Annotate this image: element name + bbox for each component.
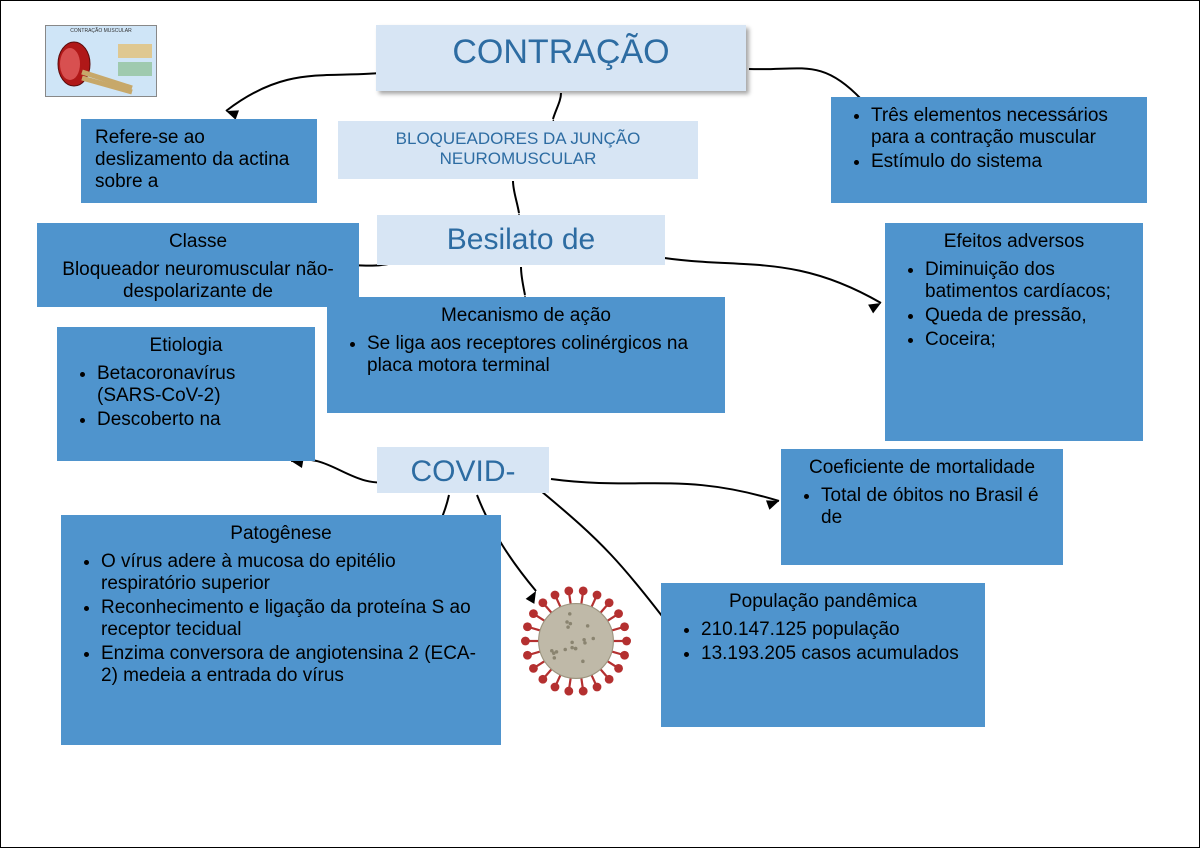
node-tres-item-0: Três elementos necessários para a contra… [871, 105, 1133, 149]
node-classe: Classe Bloqueador neuromuscular não-despo… [37, 223, 359, 307]
node-covid: COVID- [377, 447, 549, 493]
node-refere: Refere-se ao deslizamento da actina sobr… [81, 119, 317, 203]
node-besilato-title: Besilato de [391, 223, 651, 257]
node-etiologia: Etiologia Betacoronavírus (SARS-CoV-2)Des… [57, 327, 315, 461]
node-mecanismo: Mecanismo de ação Se liga aos receptores … [327, 297, 725, 413]
node-efeitos-item-1: Queda de pressão, [925, 305, 1129, 327]
edge-2 [749, 68, 861, 99]
node-mecanismo-item-0: Se liga aos receptores colinérgicos na p… [367, 333, 711, 377]
edge-0 [226, 71, 396, 111]
node-populacao: População pandêmica 210.147.125 população… [661, 583, 985, 727]
edge-5 [521, 267, 525, 295]
node-patogenese: Patogênese O vírus adere à mucosa do epit… [61, 515, 501, 745]
node-mecanismo-title: Mecanismo de ação [341, 305, 711, 327]
node-contracao-title: CONTRAÇÃO [390, 33, 732, 72]
node-besilato: Besilato de [377, 215, 665, 265]
node-populacao-title: População pandêmica [675, 591, 971, 613]
node-covid-title: COVID- [391, 455, 535, 489]
node-coef-title: Coeficiente de mortalidade [795, 457, 1049, 479]
node-coef: Coeficiente de mortalidade Total de óbito… [781, 449, 1063, 565]
node-etiologia-item-1: Descoberto na [97, 409, 301, 431]
node-classe-title: Classe [51, 231, 345, 253]
node-populacao-list: 210.147.125 população13.193.205 casos ac… [675, 619, 971, 665]
node-efeitos: Efeitos adversos Diminuição dos batimento… [885, 223, 1143, 441]
node-mecanismo-list: Se liga aos receptores colinérgicos na p… [341, 333, 711, 377]
node-efeitos-item-2: Coceira; [925, 329, 1129, 351]
node-patogenese-item-1: Reconhecimento e ligação da proteína S a… [101, 597, 487, 641]
node-efeitos-title: Efeitos adversos [899, 231, 1129, 253]
edge-1 [553, 93, 561, 119]
node-patogenese-title: Patogênese [75, 523, 487, 545]
node-contracao: CONTRAÇÃO [376, 25, 746, 91]
node-tres: Três elementos necessários para a contra… [831, 97, 1147, 203]
node-etiologia-list: Betacoronavírus (SARS-CoV-2)Descoberto n… [71, 363, 301, 431]
node-coef-item-0: Total de óbitos no Brasil é de [821, 485, 1049, 529]
node-efeitos-list: Diminuição dos batimentos cardíacos;Qued… [899, 259, 1129, 351]
node-patogenese-item-0: O vírus adere à mucosa do epitélio respi… [101, 551, 487, 595]
edge-6-head [868, 303, 881, 313]
node-bloqueadores-title: BLOQUEADORES DA JUNÇÃO NEUROMUSCULAR [352, 129, 684, 169]
edge-3 [513, 181, 519, 213]
edge-11 [551, 479, 779, 501]
muscle-thumbnail: CONTRAÇÃO MUSCULAR [45, 25, 157, 97]
node-classe-body: Bloqueador neuromuscular não-despolariza… [51, 259, 345, 303]
node-populacao-item-1: 13.193.205 casos acumulados [701, 643, 971, 665]
edge-6 [651, 256, 881, 303]
node-efeitos-item-0: Diminuição dos batimentos cardíacos; [925, 259, 1129, 303]
node-coef-list: Total de óbitos no Brasil é de [795, 485, 1049, 529]
node-patogenese-item-2: Enzima conversora de angiotensina 2 (ECA… [101, 643, 487, 687]
node-refere-body: Refere-se ao deslizamento da actina sobr… [95, 127, 303, 193]
node-etiologia-item-0: Betacoronavírus (SARS-CoV-2) [97, 363, 301, 407]
node-tres-list: Três elementos necessários para a contra… [845, 105, 1133, 173]
node-patogenese-list: O vírus adere à mucosa do epitélio respi… [75, 551, 487, 687]
edge-11-head [766, 500, 779, 509]
virus-image [521, 586, 631, 696]
node-etiologia-title: Etiologia [71, 335, 301, 357]
node-bloqueadores: BLOQUEADORES DA JUNÇÃO NEUROMUSCULAR [338, 121, 698, 179]
node-tres-item-1: Estímulo do sistema [871, 151, 1133, 173]
node-populacao-item-0: 210.147.125 população [701, 619, 971, 641]
